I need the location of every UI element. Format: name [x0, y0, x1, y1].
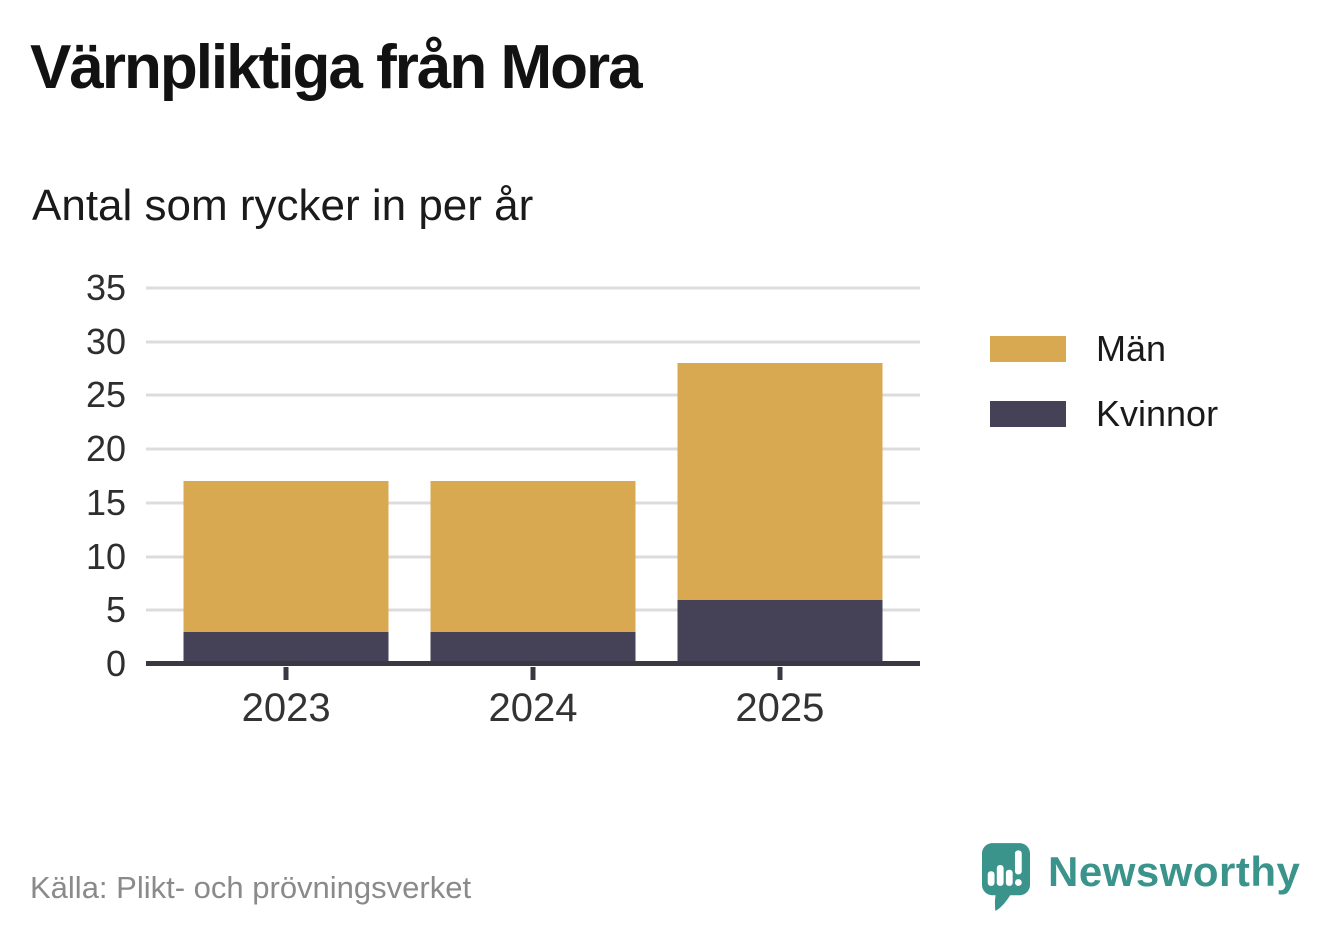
chart-title: Värnpliktiga från Mora — [30, 33, 643, 102]
chart-subtitle: Antal som rycker in per år — [32, 181, 534, 230]
y-axis-label: 25 — [85, 374, 126, 416]
gridline — [146, 447, 920, 451]
legend-label: Män — [1096, 328, 1167, 369]
legend-swatch — [990, 336, 1066, 362]
gridline — [146, 286, 920, 290]
x-axis-label-2025: 2025 — [735, 686, 825, 730]
x-axis-tick — [283, 667, 289, 680]
legend-item-män: Män — [990, 331, 1218, 367]
x-axis-label-2024: 2024 — [488, 686, 578, 730]
newsworthy-wordmark: Newsworthy — [1048, 848, 1301, 895]
y-axis-label: 35 — [85, 267, 126, 308]
gridline — [146, 340, 920, 344]
bar-2023-kvinnor — [183, 631, 389, 664]
legend-label: Kvinnor — [1096, 393, 1219, 434]
y-axis-label: 20 — [85, 428, 126, 470]
y-axis-label: 10 — [85, 535, 126, 577]
x-axis-tick — [530, 667, 536, 680]
bar-2024-män — [430, 481, 636, 632]
y-axis-label: 5 — [105, 589, 126, 631]
plot-area: 2023 2024 2025 — [146, 286, 920, 728]
newsworthy-icon — [982, 843, 1030, 911]
y-axis: 0 5 10 15 20 25 30 35 — [0, 270, 126, 682]
legend: Män Kvinnor — [990, 331, 1218, 461]
source-text: Källa: Plikt- och prövningsverket — [30, 870, 472, 905]
y-axis-label: 0 — [105, 643, 126, 684]
y-axis-label: 15 — [85, 481, 126, 523]
y-axis-label: 30 — [85, 320, 126, 362]
bar-2025-kvinnor — [677, 599, 883, 664]
bar-2023-män — [183, 481, 389, 632]
bar-2025-män — [677, 363, 883, 600]
newsworthy-logo: Newsworthy — [982, 843, 1300, 911]
bar-2024-kvinnor — [430, 631, 636, 664]
x-axis-tick — [777, 667, 783, 680]
gridline — [146, 393, 920, 397]
legend-swatch — [990, 401, 1066, 427]
legend-item-kvinnor: Kvinnor — [990, 396, 1218, 432]
x-axis-line — [146, 661, 920, 666]
x-axis-label-2023: 2023 — [241, 686, 331, 730]
